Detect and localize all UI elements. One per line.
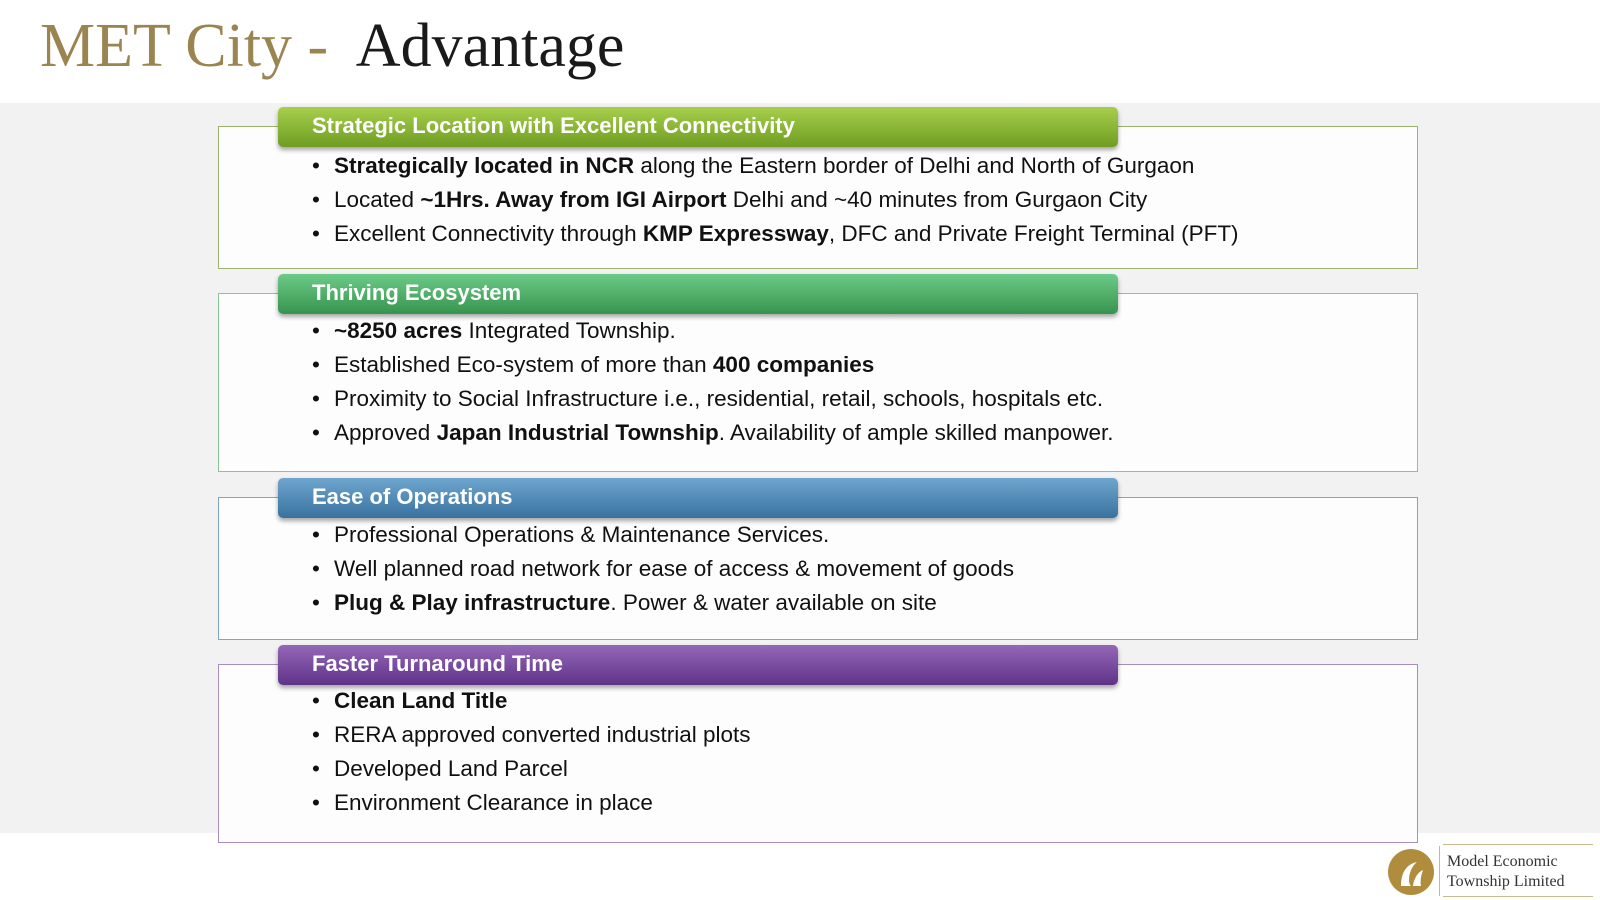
bullet-item: Strategically located in NCR along the E… (312, 149, 1239, 183)
bullet-text: Developed Land Parcel (334, 756, 568, 781)
bullet-item: Excellent Connectivity through KMP Expre… (312, 217, 1239, 251)
title-prefix: MET City - (40, 12, 329, 80)
company-name-line1: Model Economic (1447, 853, 1558, 870)
bullet-text: along the Eastern border of Delhi and No… (634, 153, 1195, 178)
bullet-item: RERA approved converted industrial plots (312, 718, 750, 752)
bullet-text: Environment Clearance in place (334, 790, 653, 815)
bullet-item: Clean Land Title (312, 684, 750, 718)
company-emblem-icon (1388, 849, 1434, 895)
bullet-text: . Availability of ample skilled manpower… (718, 420, 1114, 445)
bullet-item: Approved Japan Industrial Township. Avai… (312, 416, 1113, 450)
bullet-item: ~8250 acres Integrated Township. (312, 314, 1113, 348)
bullet-text: Proximity to Social Infrastructure i.e.,… (334, 386, 1104, 411)
bullet-item: Environment Clearance in place (312, 786, 750, 820)
bullet-item: Located ~1Hrs. Away from IGI Airport Del… (312, 183, 1239, 217)
bullet-text: RERA approved converted industrial plots (334, 722, 751, 747)
bullet-bold-text: Clean Land Title (334, 688, 508, 713)
bullet-text: Professional Operations & Maintenance Se… (334, 522, 830, 547)
section-heading: Ease of Operations (278, 478, 1118, 518)
title-main: Advantage (355, 12, 625, 80)
bullet-bold-text: ~1Hrs. Away from IGI Airport (420, 187, 727, 212)
bullet-bold-text: ~8250 acres (334, 318, 463, 343)
bullet-list: Professional Operations & Maintenance Se… (312, 518, 1014, 620)
bullet-item: Professional Operations & Maintenance Se… (312, 518, 1014, 552)
bullet-list: Clean Land Title RERA approved converted … (312, 684, 750, 820)
company-name-line2: Township Limited (1447, 873, 1565, 890)
bullet-text: Delhi and ~40 minutes from Gurgaon City (726, 187, 1148, 212)
logo-rule-top (1443, 844, 1593, 845)
logo-rule-bottom (1443, 896, 1593, 897)
section-heading: Thriving Ecosystem (278, 274, 1118, 314)
bullet-text: Integrated Township. (462, 318, 676, 343)
bullet-text: Established Eco-system of more than (334, 352, 713, 377)
section-heading: Strategic Location with Excellent Connec… (278, 107, 1118, 147)
bullet-list: ~8250 acres Integrated Township.Establis… (312, 314, 1113, 450)
bullet-text: Well planned road network for ease of ac… (334, 556, 1014, 581)
bullet-bold-text: 400 companies (712, 352, 875, 377)
bullet-bold-text: Plug & Play infrastructure (334, 590, 611, 615)
bullet-item: Well planned road network for ease of ac… (312, 552, 1014, 586)
section-faster-turnaround: Faster Turnaround Time Clean Land Title R… (218, 645, 1418, 843)
section-heading: Faster Turnaround Time (278, 645, 1118, 685)
page-title: MET City - Advantage (40, 6, 624, 86)
bullet-bold-text: Strategically located in NCR (334, 153, 635, 178)
section-ease-of-operations: Ease of Operations Professional Operatio… (218, 478, 1418, 640)
section-strategic-location: Strategic Location with Excellent Connec… (218, 107, 1418, 269)
bullet-text: . Power & water available on site (610, 590, 937, 615)
bullet-text: Approved (334, 420, 437, 445)
bullet-bold-text: Japan Industrial Township (436, 420, 719, 445)
bullet-text: Located (334, 187, 421, 212)
bullet-item: Established Eco-system of more than 400 … (312, 348, 1113, 382)
logo-divider (1439, 846, 1440, 896)
bullet-item: Plug & Play infrastructure. Power & wate… (312, 586, 1014, 620)
bullet-text: , DFC and Private Freight Terminal (PFT) (828, 221, 1239, 246)
bullet-text: Excellent Connectivity through (334, 221, 643, 246)
bullet-bold-text: KMP Expressway (642, 221, 829, 246)
company-name: Model Economic Township Limited (1447, 852, 1565, 892)
company-logo: Model Economic Township Limited (1387, 844, 1597, 898)
bullet-list: Strategically located in NCR along the E… (312, 149, 1239, 251)
bullet-item: Proximity to Social Infrastructure i.e.,… (312, 382, 1113, 416)
section-thriving-ecosystem: Thriving Ecosystem ~8250 acres Integrate… (218, 274, 1418, 472)
bullet-item: Developed Land Parcel (312, 752, 750, 786)
